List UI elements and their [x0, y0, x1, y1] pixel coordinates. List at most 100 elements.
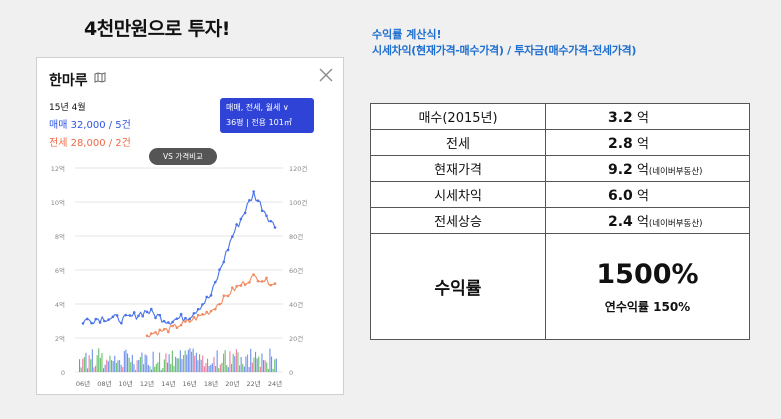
- volume-bar: [211, 363, 213, 372]
- volume-bar: [191, 351, 193, 372]
- volume-bar: [213, 356, 215, 372]
- x-tick-label: 14년: [161, 379, 175, 388]
- volume-bar: [189, 348, 191, 372]
- return-table: 매수(2015년) 3.2 억 전세 2.8 억 현재가격 9.2 억(네이버부동산) 시세…: [370, 103, 750, 340]
- x-tick-label: 18년: [204, 379, 218, 388]
- volume-bar: [127, 353, 129, 372]
- row-unit: 억: [636, 163, 649, 178]
- volume-bar: [85, 352, 87, 372]
- volume-bar: [170, 364, 172, 372]
- volume-bar: [149, 366, 151, 372]
- volume-bar: [112, 360, 114, 372]
- volume-bar: [245, 356, 247, 372]
- volume-bar: [255, 351, 257, 372]
- volume-bar: [176, 358, 178, 372]
- series-point-1: [149, 332, 153, 335]
- series-point-1: [231, 286, 234, 290]
- volume-bar: [122, 367, 124, 372]
- sale-price-summary: 매매 32,000 / 5건: [49, 120, 131, 131]
- series-point-1: [248, 281, 251, 284]
- x-tick-label: 16년: [183, 379, 197, 388]
- series-point-0: [218, 268, 221, 271]
- volume-bar: [267, 368, 269, 372]
- volume-bar: [272, 368, 274, 372]
- volume-bar: [136, 360, 138, 372]
- series-point-1: [218, 302, 221, 306]
- series-point-1: [222, 294, 226, 298]
- series-point-0: [158, 313, 162, 317]
- series-point-1: [158, 328, 162, 332]
- map-icon[interactable]: [94, 72, 106, 83]
- series-point-1: [273, 282, 277, 285]
- series-point-0: [111, 315, 115, 319]
- series-point-1: [269, 283, 273, 287]
- volume-bar: [251, 362, 253, 372]
- volume-bar: [216, 350, 218, 372]
- volume-bar: [203, 366, 205, 372]
- volume-bar: [275, 358, 277, 372]
- series-point-1: [162, 328, 166, 331]
- return-value-cell: 1500% 연수익률 150%: [545, 233, 750, 340]
- series-point-1: [179, 323, 183, 327]
- volume-bar: [175, 356, 177, 372]
- volume-bar: [171, 350, 173, 372]
- series-point-1: [192, 315, 196, 319]
- volume-bar: [103, 368, 105, 372]
- row-unit: 억: [636, 215, 649, 230]
- volume-bar: [141, 352, 143, 372]
- series-point-0: [248, 199, 251, 202]
- series-point-1: [265, 276, 268, 280]
- table-row: 전세 2.8 억: [370, 129, 750, 156]
- volume-bar: [248, 367, 250, 372]
- volume-bar: [157, 362, 159, 372]
- volume-bar: [195, 352, 197, 372]
- series-point-0: [141, 314, 145, 318]
- series-point-1: [175, 326, 179, 330]
- y-left-tick-label: 12억: [51, 165, 65, 173]
- series-point-0: [260, 209, 264, 213]
- row-value: 2.8 억: [545, 129, 750, 156]
- volume-bar: [91, 349, 93, 372]
- price-chart-panel: 한마루 15년 4월 매매 32,000 / 5건 전세 28,000 / 2건…: [36, 57, 344, 395]
- series-point-0: [175, 317, 179, 320]
- row-note: (네이버부동산): [648, 167, 703, 177]
- volume-bar: [162, 368, 164, 372]
- series-point-0: [107, 318, 110, 321]
- row-value: 9.2 억(네이버부동산): [545, 155, 750, 182]
- formula-title: 수익률 계산식!: [372, 28, 442, 41]
- volume-bar: [163, 359, 165, 372]
- row-label: 현재가격: [370, 155, 546, 182]
- volume-bar: [90, 359, 92, 372]
- row-label: 전세: [370, 129, 546, 156]
- row-unit: 억: [636, 189, 649, 204]
- vs-compare-button[interactable]: VS 가격비교: [149, 148, 217, 165]
- volume-bar: [125, 349, 127, 372]
- volume-bar: [95, 365, 97, 372]
- volume-bar: [240, 357, 242, 372]
- close-icon[interactable]: [319, 68, 333, 82]
- volume-bar: [123, 351, 125, 372]
- y-right-tick-label: 120건: [289, 164, 307, 173]
- y-left-tick-label: 4억: [55, 301, 65, 309]
- volume-bar: [160, 369, 162, 372]
- x-tick-label: 12년: [140, 379, 154, 388]
- volume-bar: [143, 364, 145, 372]
- volume-bar: [107, 361, 109, 372]
- series-point-0: [231, 235, 234, 238]
- volume-bar: [104, 364, 106, 372]
- volume-bar: [219, 364, 221, 372]
- return-row: 수익률 1500% 연수익률 150%: [370, 233, 750, 340]
- series-point-1: [201, 313, 204, 316]
- volume-bar: [88, 355, 90, 372]
- volume-bar: [186, 354, 188, 372]
- volume-bar: [131, 354, 133, 372]
- volume-bar: [154, 366, 156, 372]
- volume-bar: [263, 360, 265, 372]
- series-point-1: [213, 307, 217, 311]
- volume-bar: [96, 355, 98, 372]
- trade-type-filter[interactable]: 매매, 전세, 월세 ∨ 36평 | 전용 101㎡: [220, 98, 314, 133]
- row-unit: 억: [636, 137, 649, 152]
- table-row: 매수(2015년) 3.2 억: [370, 103, 750, 130]
- volume-bar: [79, 359, 81, 372]
- volume-bar: [155, 363, 157, 372]
